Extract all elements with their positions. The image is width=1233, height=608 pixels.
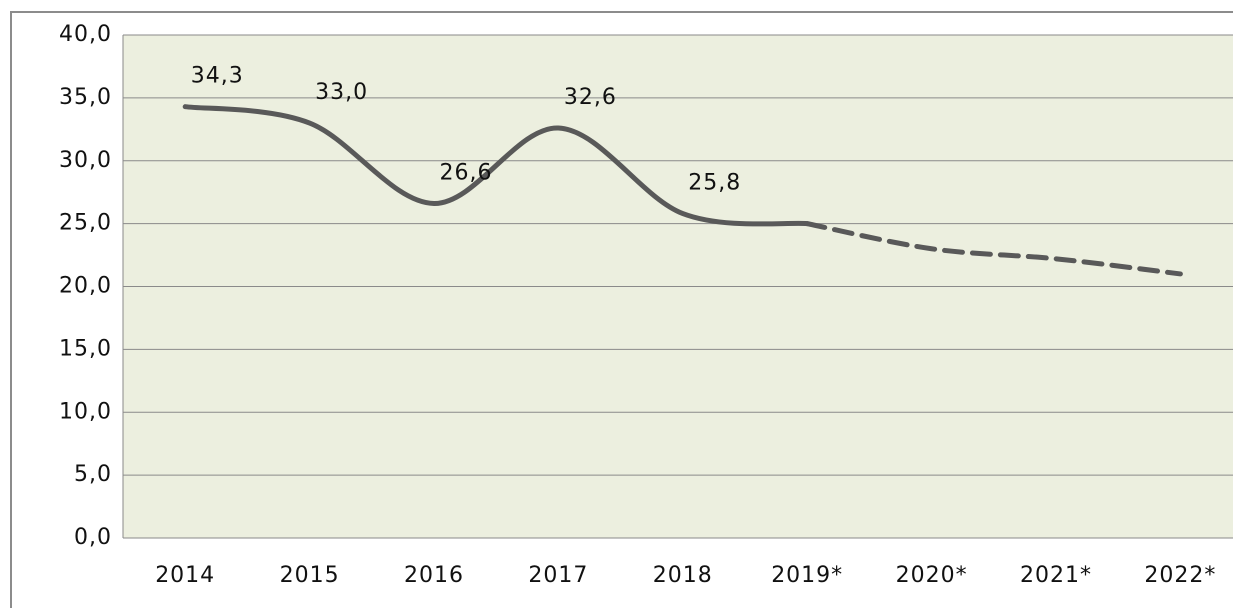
y-tick-label: 0,0 [74, 525, 112, 550]
x-tick-label: 2016 [404, 563, 464, 588]
data-label: 33,0 [315, 80, 368, 105]
x-tick-label: 2014 [155, 563, 215, 588]
y-tick-label: 40,0 [59, 22, 112, 47]
x-tick-label: 2020* [896, 563, 968, 588]
y-tick-label: 20,0 [59, 274, 112, 299]
y-tick-label: 30,0 [59, 148, 112, 173]
line [182, 104, 810, 227]
data-label: 34,3 [191, 64, 244, 89]
x-tick-label: 2022* [1144, 563, 1216, 588]
x-tick-label: 2017 [528, 563, 588, 588]
y-tick-label: 10,0 [59, 399, 112, 424]
line [804, 221, 1183, 277]
y-tick-label: 35,0 [59, 85, 112, 110]
x-tick-label: 2019* [771, 563, 843, 588]
y-tick-label: 25,0 [59, 211, 112, 236]
data-label: 25,8 [688, 171, 741, 196]
data-label: 26,6 [440, 161, 493, 186]
frame [10, 11, 1233, 608]
x-tick-label: 2021* [1020, 563, 1092, 588]
x-tick-label: 2015 [280, 563, 340, 588]
x-tick-label: 2018 [653, 563, 713, 588]
y-tick-label: 15,0 [59, 336, 112, 361]
data-label: 32,6 [564, 85, 617, 110]
y-tick-label: 5,0 [74, 462, 112, 487]
